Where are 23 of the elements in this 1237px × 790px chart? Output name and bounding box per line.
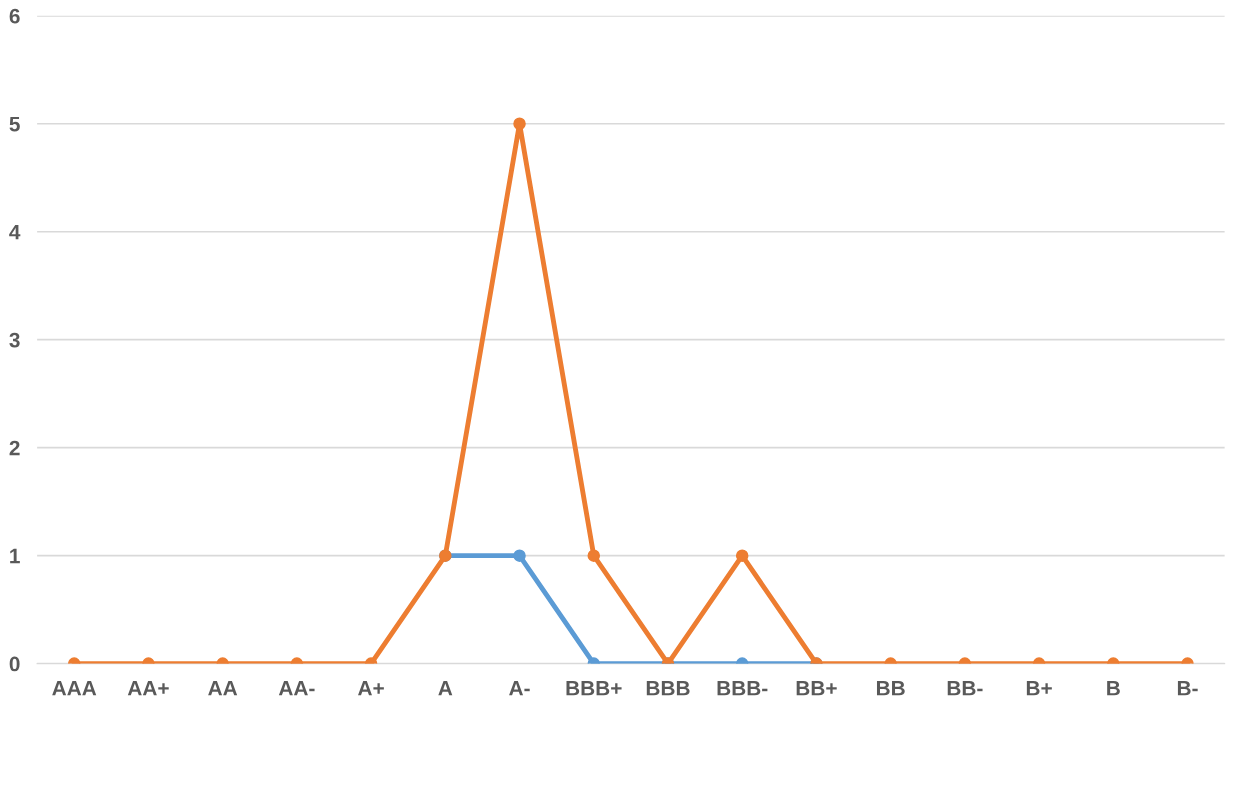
x-tick-label: BBB xyxy=(646,681,690,696)
x-tick-label: B xyxy=(1107,681,1120,696)
y-tick-label: 5 xyxy=(9,116,20,132)
x-tick-label: AA xyxy=(208,681,238,696)
x-tick-label: BB+ xyxy=(796,681,837,696)
y-tick-label: 0 xyxy=(9,656,20,672)
y-tick-label: 1 xyxy=(10,548,20,564)
x-tick-label: AA- xyxy=(278,681,315,696)
x-tick-label: B- xyxy=(1177,681,1198,696)
x-tick-label: A+ xyxy=(358,681,384,696)
y-tick-label: 6 xyxy=(9,8,20,24)
y-tick-label: 2 xyxy=(9,440,20,456)
x-tick-label: BB- xyxy=(947,681,983,696)
x-tick-label: BB xyxy=(876,681,905,696)
y-tick-label: 3 xyxy=(9,332,20,348)
x-tick-label: BBB- xyxy=(717,681,768,696)
x-tick-label: A xyxy=(438,681,453,696)
x-tick-label: BBB+ xyxy=(566,681,622,696)
x-tick-label: B+ xyxy=(1026,681,1052,696)
x-tick-label: A- xyxy=(509,681,530,696)
x-tick-label: AAA xyxy=(52,681,97,696)
y-tick-label: 4 xyxy=(9,224,21,240)
x-tick-label: AA+ xyxy=(127,681,169,696)
